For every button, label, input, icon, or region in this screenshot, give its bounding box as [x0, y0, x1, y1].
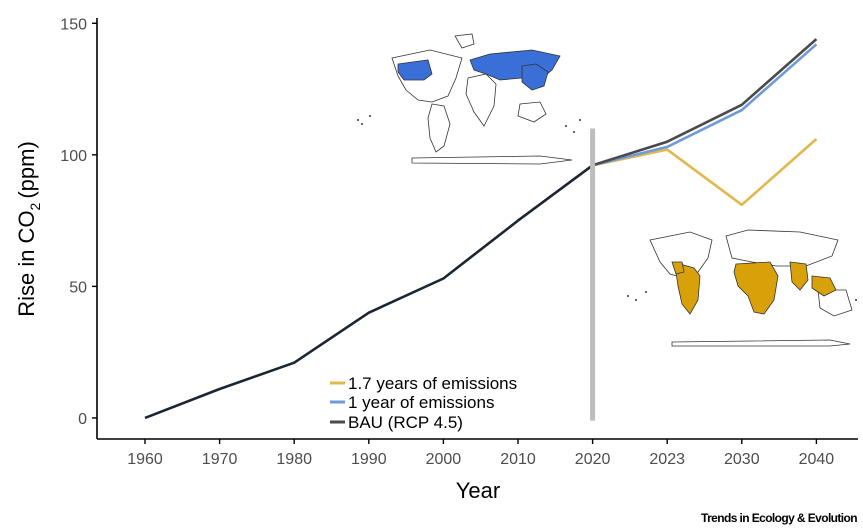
y-axis-title-main: Rise in CO — [14, 210, 39, 316]
axes — [96, 18, 858, 440]
x-tick-label: 2010 — [500, 451, 536, 468]
x-tick-label: 2030 — [724, 451, 760, 468]
y-axis-title-unit: (ppm) — [14, 141, 39, 198]
legend-label-1-7-years: 1.7 years of emissions — [348, 374, 517, 393]
y-tick-label: 50 — [69, 279, 87, 296]
y-ticks: 0 50 100 150 — [60, 16, 97, 428]
legend: 1.7 years of emissions 1 year of emissio… — [330, 374, 517, 432]
x-tick-label: 1990 — [351, 451, 387, 468]
x-tick-label: 2023 — [649, 451, 685, 468]
x-tick-label: 2040 — [799, 451, 835, 468]
x-tick-label: 2020 — [575, 451, 611, 468]
world-map-bottom — [627, 222, 860, 350]
series-line-0 — [592, 138, 818, 207]
y-axis-title-subscript: 2 — [27, 202, 43, 210]
y-tick-label: 100 — [60, 148, 87, 165]
journal-credit: Trends in Ecology & Evolution — [701, 511, 857, 525]
x-axis-title: Year — [456, 478, 500, 503]
x-tick-label: 2000 — [426, 451, 462, 468]
y-tick-label: 150 — [60, 16, 87, 33]
map-top-highlight — [397, 49, 561, 91]
world-map-top — [357, 30, 590, 165]
legend-label-bau: BAU (RCP 4.5) — [348, 413, 463, 432]
series-group — [144, 38, 818, 420]
map-bottom-highlight — [671, 261, 837, 315]
y-tick-label: 0 — [78, 411, 87, 428]
series-line-1 — [592, 43, 818, 167]
series-line-3 — [144, 164, 594, 420]
x-tick-label: 1970 — [202, 451, 238, 468]
y-axis-title: Rise in CO2 (ppm) — [14, 141, 43, 317]
x-tick-label: 1960 — [127, 451, 163, 468]
x-tick-label: 1980 — [276, 451, 312, 468]
series-line-2 — [592, 38, 818, 167]
x-ticks: 1960 1970 1980 1990 2000 2010 2020 2023 2030 2040 — [127, 439, 834, 468]
legend-label-1-year: 1 year of emissions — [348, 393, 494, 412]
